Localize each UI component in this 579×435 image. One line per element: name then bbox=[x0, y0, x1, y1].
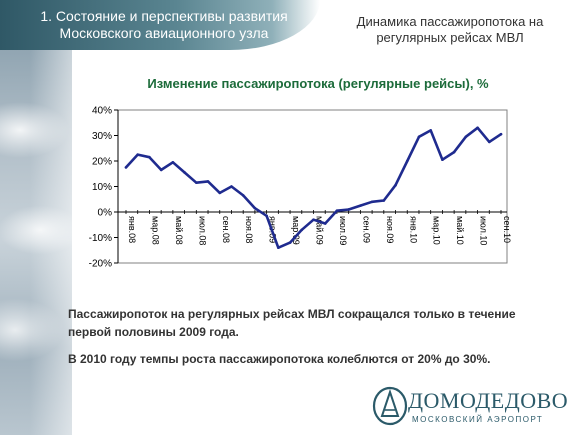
slide-title-line2: регулярных рейсах МВЛ bbox=[376, 30, 524, 45]
x-tick-label: сен.10 bbox=[502, 216, 512, 243]
data-point bbox=[288, 241, 292, 244]
y-tick-label: 20% bbox=[92, 157, 112, 168]
data-point bbox=[359, 204, 362, 207]
x-tick-label: мар.10 bbox=[432, 216, 442, 245]
y-tick-label: -10% bbox=[89, 233, 112, 244]
data-point bbox=[452, 150, 456, 154]
data-point bbox=[417, 135, 421, 139]
section-banner: 1. Состояние и перспективы развития Моск… bbox=[0, 0, 320, 50]
data-point bbox=[171, 160, 175, 164]
data-point bbox=[148, 155, 151, 159]
x-tick-label: сен.08 bbox=[221, 216, 231, 243]
paragraph-2: В 2010 году темпы роста пассажиропотока … bbox=[68, 352, 491, 366]
x-tick-label: май.10 bbox=[455, 216, 465, 245]
section-heading: 1. Состояние и перспективы развития Моск… bbox=[14, 8, 314, 42]
data-point bbox=[277, 246, 280, 249]
y-tick-label: 0% bbox=[98, 208, 113, 219]
x-tick-label: мар.08 bbox=[150, 216, 160, 245]
data-point bbox=[183, 171, 186, 174]
data-point bbox=[499, 132, 503, 136]
data-point bbox=[195, 181, 198, 184]
data-point bbox=[300, 228, 304, 232]
x-tick-label: мар.09 bbox=[291, 216, 301, 245]
data-point bbox=[441, 158, 444, 162]
logo-name: ДОМОДЕДОВО bbox=[408, 388, 569, 413]
data-point bbox=[429, 129, 432, 132]
data-point bbox=[476, 126, 479, 130]
slide-title: Динамика пассажиропотока на регулярных р… bbox=[345, 14, 555, 46]
x-tick-label: июл.08 bbox=[197, 216, 207, 245]
x-tick-label: сен.09 bbox=[361, 216, 371, 243]
y-tick-label: -20% bbox=[89, 259, 112, 270]
chart-title: Изменение пассажиропотока (регулярные ре… bbox=[147, 76, 489, 91]
plot-area bbox=[117, 109, 508, 264]
section-heading-line2: Московского авиационного узла bbox=[59, 25, 269, 41]
y-tick-label: 30% bbox=[92, 131, 112, 142]
x-tick-label: янв.10 bbox=[408, 216, 418, 243]
x-tick-label: июл.09 bbox=[338, 216, 348, 245]
data-point bbox=[159, 168, 163, 172]
data-point bbox=[312, 218, 315, 221]
data-point bbox=[335, 209, 339, 213]
x-tick-label: ноя.08 bbox=[244, 216, 254, 243]
x-tick-label: янв.08 bbox=[127, 216, 137, 243]
data-point bbox=[487, 140, 491, 144]
paragraph-1: Пассажиропоток на регулярных рейсах МВЛ … bbox=[68, 307, 516, 339]
x-tick-label: июл.10 bbox=[479, 216, 489, 245]
data-point bbox=[347, 208, 350, 211]
data-point bbox=[218, 191, 222, 195]
data-point bbox=[370, 200, 374, 204]
data-point bbox=[323, 222, 327, 225]
line-chart: 40% 30% 20% 10% 0% -10% -20% янв.08 мар.08 май.08… bbox=[89, 106, 512, 270]
data-point bbox=[230, 185, 233, 188]
data-point bbox=[265, 214, 268, 218]
x-tick-label: май.09 bbox=[315, 216, 325, 245]
data-point bbox=[136, 153, 140, 156]
data-point bbox=[124, 166, 128, 169]
data-point bbox=[253, 206, 257, 210]
data-point bbox=[241, 194, 245, 197]
x-tick-label: май.08 bbox=[174, 216, 184, 245]
sky-fade bbox=[30, 0, 110, 435]
y-tick-label: 10% bbox=[92, 182, 112, 193]
logo-subtitle: МОСКОВСКИЙ АЭРОПОРТ bbox=[412, 415, 544, 424]
data-point bbox=[206, 180, 210, 183]
x-tick-label: ноя.09 bbox=[385, 216, 395, 243]
domodedovo-logo: ДОМОДЕДОВО МОСКОВСКИЙ АЭРОПОРТ bbox=[372, 384, 572, 430]
data-point bbox=[464, 135, 468, 139]
y-tick-label: 40% bbox=[92, 106, 112, 117]
airport-emblem-icon bbox=[372, 386, 408, 426]
slide-title-line1: Динамика пассажиропотока на bbox=[356, 14, 544, 29]
data-point bbox=[382, 199, 386, 202]
data-point bbox=[405, 159, 409, 163]
data-point bbox=[394, 183, 397, 187]
section-heading-line1: 1. Состояние и перспективы развития bbox=[40, 8, 288, 24]
